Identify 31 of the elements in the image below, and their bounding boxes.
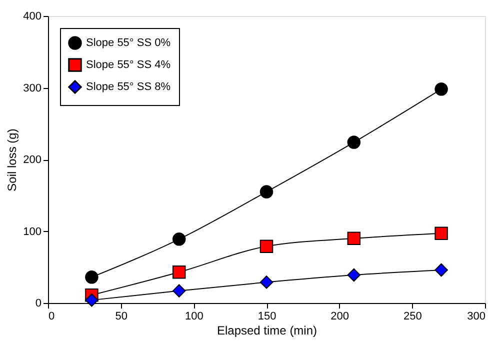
point — [172, 266, 186, 279]
x-tick-label: 250 — [403, 310, 422, 322]
y-tick-label: 300 — [23, 82, 42, 94]
point — [172, 232, 186, 246]
x-tick-label: 0 — [48, 310, 55, 322]
x-tick-label: 150 — [258, 310, 276, 322]
y-tick-label: 100 — [23, 226, 42, 238]
point — [260, 276, 274, 289]
x-tick-label: 50 — [115, 310, 128, 322]
point — [260, 185, 274, 198]
point — [172, 284, 186, 298]
point — [260, 240, 274, 253]
point — [434, 226, 448, 240]
point — [434, 82, 448, 96]
y-tick-label: 400 — [23, 10, 42, 22]
x-tick-label: 100 — [184, 310, 204, 322]
point — [347, 136, 361, 149]
point — [434, 263, 448, 277]
y-tick-label: 0 — [35, 298, 42, 310]
y-axis-title: Soil loss (g) — [5, 128, 20, 192]
legend-label: Slope 55° SS 0% — [86, 37, 171, 49]
point — [85, 270, 98, 284]
x-axis-title: Elapsed time (min) — [216, 324, 318, 338]
y-tick-label: 200 — [23, 154, 42, 166]
point — [347, 232, 361, 246]
legend-label: Slope 55° SS 8% — [86, 81, 171, 93]
legend-label: Slope 55° SS 4% — [86, 59, 171, 71]
point — [85, 294, 98, 307]
x-tick-label: 300 — [467, 310, 486, 322]
point — [347, 268, 361, 282]
x-tick-label: 200 — [330, 310, 350, 322]
